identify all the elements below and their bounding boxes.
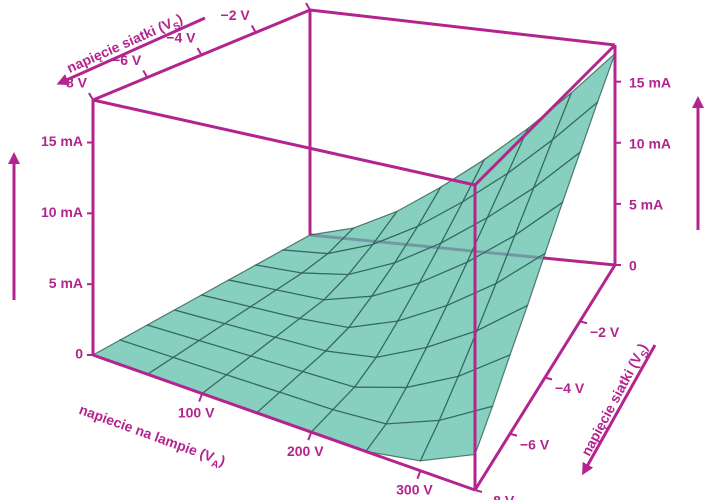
y-tick-label: −2 V bbox=[590, 324, 620, 340]
z-tick-label: 5 mA bbox=[629, 197, 663, 213]
y-tick-label: 0 bbox=[296, 0, 304, 1]
z-tick-label: 15 mA bbox=[41, 133, 83, 149]
z-tick-label: 10 mA bbox=[629, 135, 671, 151]
y-tick bbox=[196, 47, 203, 56]
y-tick-label: −6 V bbox=[520, 436, 550, 452]
y-tick bbox=[544, 376, 553, 381]
x-tick bbox=[416, 470, 422, 480]
z-tick-label: 0 bbox=[75, 346, 83, 362]
y-arrow bbox=[582, 344, 657, 476]
surface bbox=[91, 53, 616, 462]
axis-label-part: ) bbox=[174, 10, 185, 27]
y-tick-label: −4 V bbox=[166, 30, 196, 46]
axis-label-part: ) bbox=[634, 340, 650, 352]
box-edge bbox=[309, 8, 616, 47]
z-tick-label: 10 mA bbox=[41, 204, 83, 220]
box-edge bbox=[92, 353, 476, 492]
y-tick-label: −2 V bbox=[221, 7, 251, 23]
box-edge bbox=[92, 98, 476, 187]
axis-label-subscript: A bbox=[209, 458, 220, 471]
x-tick-label: 100 V bbox=[178, 404, 215, 420]
y-tick bbox=[509, 432, 518, 437]
axis-label: napięcie siatki (VS) bbox=[577, 340, 654, 460]
axis-label-part: ) bbox=[218, 452, 228, 469]
axis-label-part: napięcie siatki (V bbox=[577, 350, 645, 458]
axis-label-subscript: S bbox=[639, 349, 652, 360]
z-tick-label: 15 mA bbox=[629, 74, 671, 90]
x-tick-label: 300 V bbox=[396, 481, 433, 497]
z-tick-label: 5 mA bbox=[49, 275, 83, 291]
y-tick bbox=[250, 25, 257, 33]
x-tick bbox=[307, 431, 313, 441]
y-tick-label: −8 V bbox=[485, 493, 515, 500]
y-tick bbox=[474, 489, 483, 493]
axis-label-subscript: S bbox=[172, 20, 183, 33]
y-tick bbox=[305, 2, 311, 11]
y-tick bbox=[142, 70, 149, 78]
box-edge bbox=[473, 43, 617, 187]
z-tick-label: 0 bbox=[629, 258, 637, 274]
y-tick-label: −4 V bbox=[555, 380, 585, 396]
y-tick bbox=[579, 320, 588, 325]
x-tick-label: 200 V bbox=[287, 443, 324, 459]
y-tick bbox=[88, 92, 94, 101]
y-arrow bbox=[56, 16, 206, 86]
x-tick bbox=[198, 393, 204, 402]
